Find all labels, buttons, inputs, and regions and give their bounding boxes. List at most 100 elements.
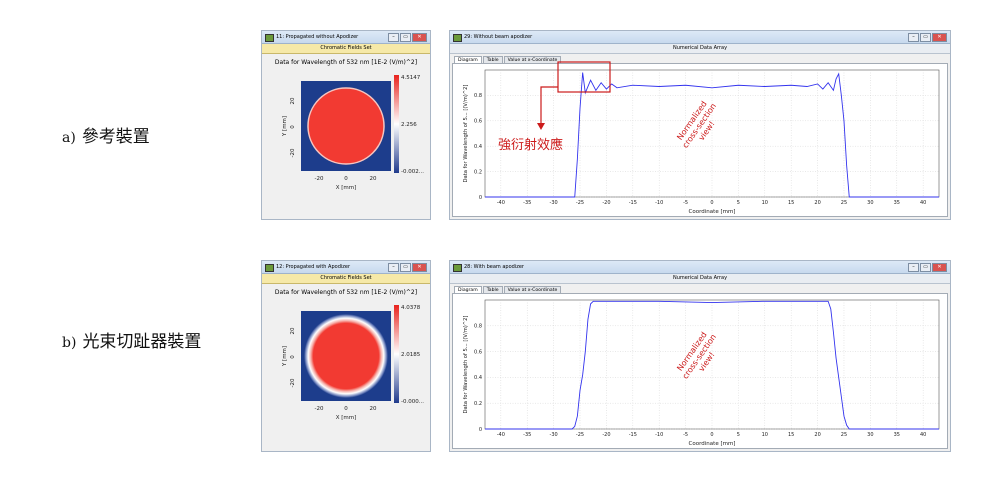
y-tick-label: 0	[479, 195, 482, 201]
maximize-button[interactable]: ▭	[920, 33, 931, 42]
x-axis-label: Coordinate [mm]	[689, 441, 736, 447]
close-button[interactable]: ✕	[412, 263, 427, 272]
x-tick-label: 5	[737, 432, 740, 438]
tab-bar: Diagram Table Value at x-Coordinate	[454, 56, 562, 64]
y-tick-label: 0.8	[474, 324, 482, 330]
minimize-button[interactable]: –	[388, 33, 399, 42]
maximize-button[interactable]: ▭	[400, 33, 411, 42]
y-tick: 0	[290, 125, 296, 129]
close-button[interactable]: ✕	[932, 33, 947, 42]
maximize-button[interactable]: ▭	[920, 263, 931, 272]
field-caption: Data for Wavelength of 532 nm [1E-2 (V/m…	[275, 59, 417, 66]
y-tick: 0	[290, 355, 296, 359]
tab-table[interactable]: Table	[482, 286, 503, 294]
x-tick-label: 30	[867, 200, 873, 206]
colorbar-max: 4.0378	[401, 305, 421, 311]
y-tick: -20	[290, 378, 296, 387]
x-tick-label: 5	[737, 200, 740, 206]
y-tick: -20	[290, 148, 296, 157]
x-tick-label: 40	[920, 200, 926, 206]
x-tick-label: -25	[576, 432, 584, 438]
x-tick-label: -35	[523, 432, 531, 438]
app-icon	[265, 34, 274, 42]
y-axis-label: Y [mm]	[282, 116, 288, 137]
window-title: 11: Propagated without Apodizer	[276, 34, 359, 40]
row-letter: a)	[62, 130, 76, 146]
app-icon	[453, 264, 462, 272]
colorbar-mid: 2.256	[401, 122, 417, 128]
y-axis-label: Data for Wavelength of 5... [(V/m)^2]	[463, 85, 469, 183]
window-subtitle: Numerical Data Array	[450, 44, 950, 54]
field-disc	[307, 87, 385, 165]
x-tick-label: -15	[629, 200, 637, 206]
y-tick-label: 0.6	[474, 119, 482, 125]
title-bar[interactable]: 11: Propagated without Apodizer – ▭ ✕	[262, 31, 430, 44]
data-window-a: 29: Without beam apodizer – ▭ ✕ Numerica…	[449, 30, 951, 220]
tab-bar: Diagram Table Value at x-Coordinate	[454, 286, 562, 294]
x-tick-label: 35	[894, 200, 900, 206]
x-tick-label: -5	[683, 200, 688, 206]
cross-section-chart: -40 -35 -30 -25 -20 -15 -10 -5 0 5 10 15 20 25 30 35 40 0…	[463, 69, 940, 215]
window-title: 12: Propagated with Apodizer	[276, 264, 351, 270]
title-bar[interactable]: 12: Propagated with Apodizer – ▭ ✕	[262, 261, 430, 274]
data-window-b: 28: With beam apodizer – ▭ ✕ Numerical D…	[449, 260, 951, 452]
x-tick: 20	[370, 176, 377, 182]
tab-value-at-x[interactable]: Value at x-Coordinate	[503, 56, 562, 64]
field-disc	[304, 314, 388, 398]
minimize-button[interactable]: –	[908, 33, 919, 42]
window-subtitle: Chromatic Fields Set	[262, 44, 430, 54]
minimize-button[interactable]: –	[908, 263, 919, 272]
x-tick: 20	[370, 406, 377, 412]
window-subtitle: Numerical Data Array	[450, 274, 950, 284]
x-tick: 0	[344, 406, 348, 412]
y-tick-label: 0	[479, 427, 482, 433]
close-button[interactable]: ✕	[412, 33, 427, 42]
minimize-button[interactable]: –	[388, 263, 399, 272]
colorbar-min: -0.000...	[401, 399, 424, 405]
title-bar[interactable]: 28: With beam apodizer – ▭ ✕	[450, 261, 950, 274]
x-tick-label: -40	[497, 200, 505, 206]
y-tick: 20	[290, 327, 296, 334]
x-tick-label: -20	[602, 432, 610, 438]
field-window-b: 12: Propagated with Apodizer – ▭ ✕ Chrom…	[261, 260, 431, 452]
x-tick-label: 0	[710, 200, 713, 206]
tab-diagram[interactable]: Diagram	[454, 56, 482, 64]
cross-section-chart: -40 -35 -30 -25 -20 -15 -10 -5 0 5 10 15 20 25 30 35 40 0…	[463, 299, 940, 447]
series-line	[485, 72, 939, 198]
y-axis-label: Y [mm]	[282, 346, 288, 367]
row-title: 光束切趾器裝置	[82, 332, 202, 352]
maximize-button[interactable]: ▭	[400, 263, 411, 272]
plot-area	[484, 299, 940, 430]
tab-table[interactable]: Table	[482, 56, 503, 64]
app-icon	[453, 34, 462, 42]
x-tick-label: 10	[762, 432, 768, 438]
tab-value-at-x[interactable]: Value at x-Coordinate	[503, 286, 562, 294]
row-label-a: a) 參考裝置	[62, 122, 150, 147]
colorbar-mid: 2.0185	[401, 352, 421, 358]
x-axis-label: X [mm]	[336, 415, 357, 421]
x-tick-label: 25	[841, 432, 847, 438]
x-tick-label: -10	[655, 200, 663, 206]
diagram-panel: -40 -35 -30 -25 -20 -15 -10 -5 0 5 10 15 20 25 30 35 40 0…	[452, 63, 948, 217]
x-tick-label: 35	[894, 432, 900, 438]
x-tick-label: 20	[814, 200, 820, 206]
y-tick-label: 0.6	[474, 349, 482, 355]
app-icon	[265, 264, 274, 272]
x-tick-label: -35	[523, 200, 531, 206]
tab-diagram[interactable]: Diagram	[454, 286, 482, 294]
x-tick-label: 20	[814, 432, 820, 438]
x-axis-label: Coordinate [mm]	[689, 209, 736, 215]
row-label-b: b) 光束切趾器裝置	[62, 323, 208, 356]
title-bar[interactable]: 29: Without beam apodizer – ▭ ✕	[450, 31, 950, 44]
series-line	[485, 300, 939, 430]
x-tick-label: -25	[576, 200, 584, 206]
x-tick-label: -20	[602, 200, 610, 206]
x-tick-label: 15	[788, 432, 794, 438]
x-tick-label: -30	[550, 200, 558, 206]
y-tick-label: 0.2	[474, 401, 482, 407]
close-button[interactable]: ✕	[932, 263, 947, 272]
y-tick-label: 0.4	[474, 375, 482, 381]
field-plot: Data for Wavelength of 532 nm [1E-2 (V/m…	[275, 59, 424, 191]
x-tick-label: 0	[710, 432, 713, 438]
x-tick: -20	[315, 176, 324, 182]
